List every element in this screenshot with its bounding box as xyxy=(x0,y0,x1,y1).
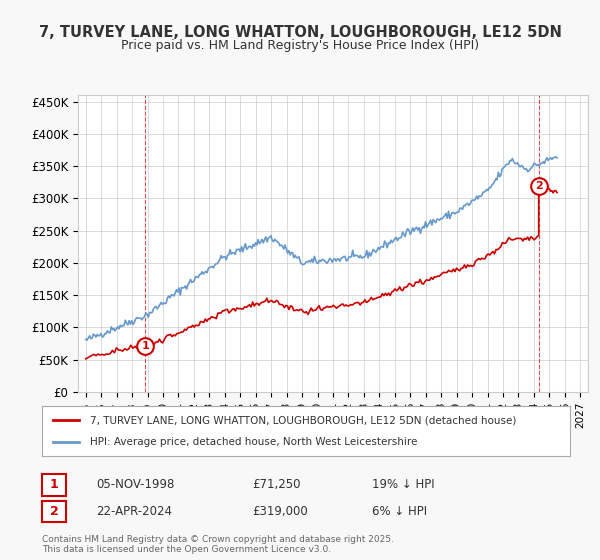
Text: HPI: Average price, detached house, North West Leicestershire: HPI: Average price, detached house, Nort… xyxy=(89,437,417,447)
Text: Contains HM Land Registry data © Crown copyright and database right 2025.
This d: Contains HM Land Registry data © Crown c… xyxy=(42,535,394,554)
Text: £319,000: £319,000 xyxy=(252,505,308,518)
Text: 7, TURVEY LANE, LONG WHATTON, LOUGHBOROUGH, LE12 5DN: 7, TURVEY LANE, LONG WHATTON, LOUGHBOROU… xyxy=(38,25,562,40)
Text: £71,250: £71,250 xyxy=(252,478,301,492)
Text: 19% ↓ HPI: 19% ↓ HPI xyxy=(372,478,434,492)
Text: 7, TURVEY LANE, LONG WHATTON, LOUGHBOROUGH, LE12 5DN (detached house): 7, TURVEY LANE, LONG WHATTON, LOUGHBOROU… xyxy=(89,415,516,425)
Text: 2: 2 xyxy=(535,181,542,191)
Text: 1: 1 xyxy=(50,478,58,492)
Text: 1: 1 xyxy=(142,341,149,351)
Text: Price paid vs. HM Land Registry's House Price Index (HPI): Price paid vs. HM Land Registry's House … xyxy=(121,39,479,52)
Text: 6% ↓ HPI: 6% ↓ HPI xyxy=(372,505,427,518)
Text: 05-NOV-1998: 05-NOV-1998 xyxy=(96,478,175,492)
Text: 22-APR-2024: 22-APR-2024 xyxy=(96,505,172,518)
Text: 2: 2 xyxy=(50,505,58,518)
